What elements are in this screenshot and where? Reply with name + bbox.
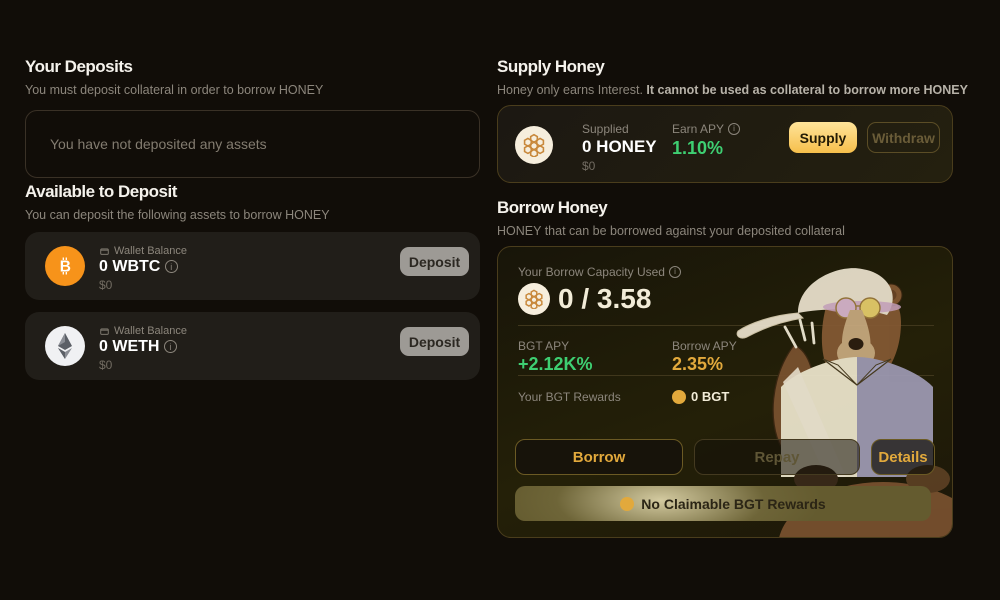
svg-text:B: B bbox=[60, 258, 71, 275]
